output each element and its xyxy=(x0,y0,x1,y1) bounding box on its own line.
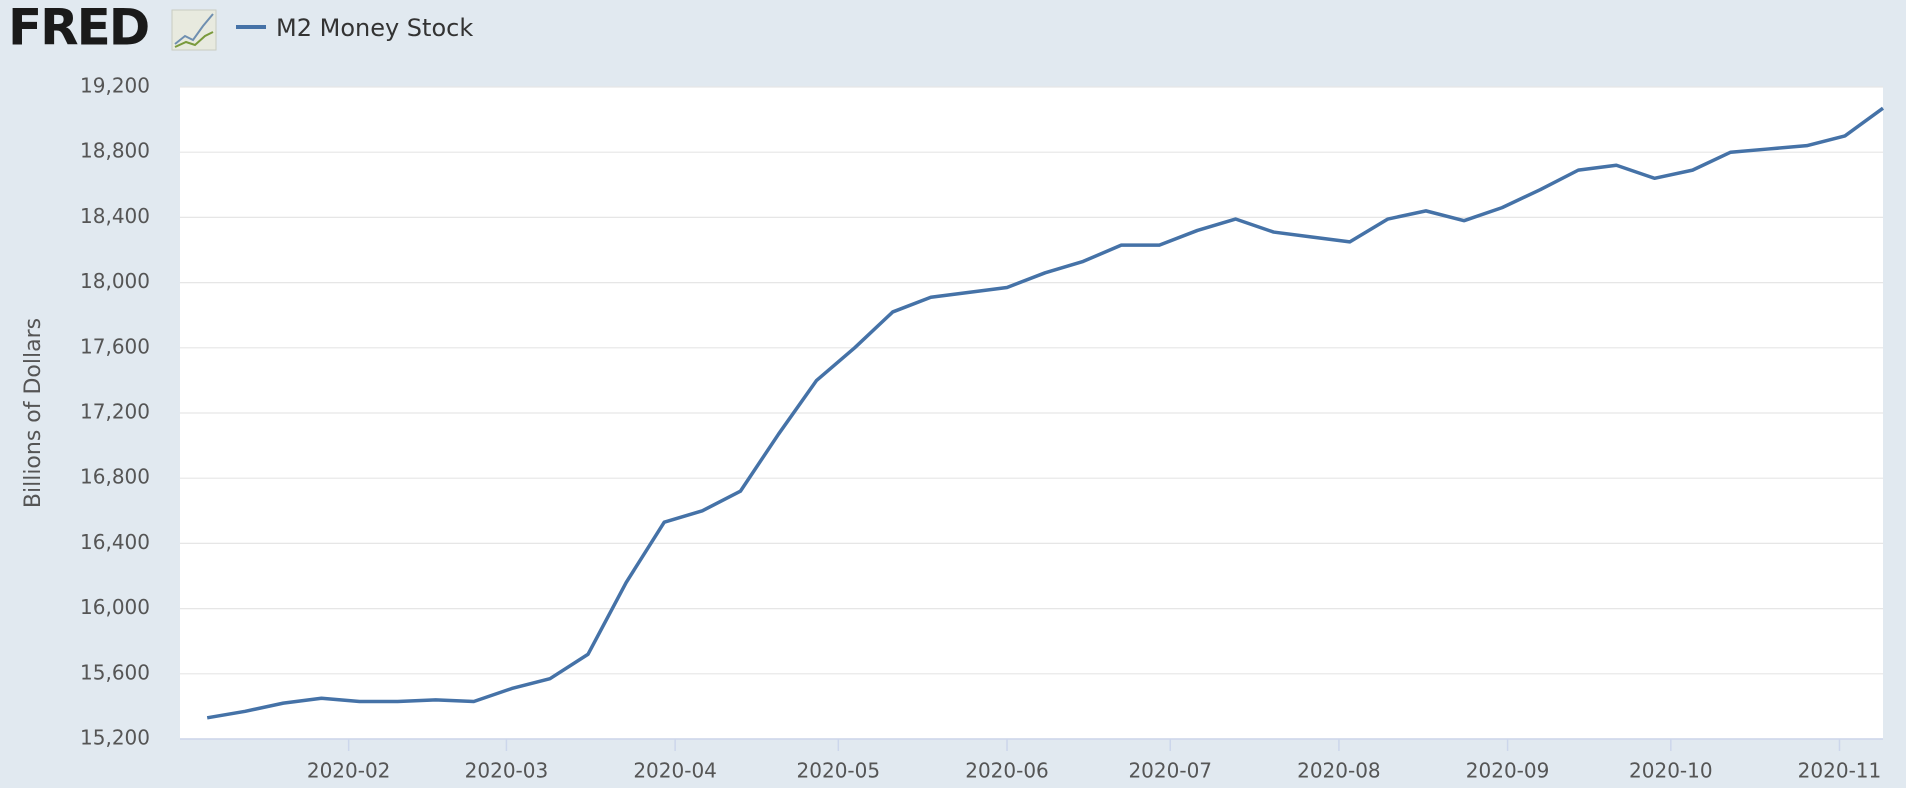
x-tick-label: 2020-08 xyxy=(1297,759,1381,783)
x-tick-label: 2020-05 xyxy=(797,759,881,783)
x-tick-label: 2020-09 xyxy=(1466,759,1550,783)
x-tick-label: 2020-10 xyxy=(1629,759,1713,783)
legend-label: M2 Money Stock xyxy=(276,14,473,42)
x-tick-label: 2020-03 xyxy=(465,759,549,783)
y-tick-label: 18,800 xyxy=(80,139,150,163)
y-tick-label: 16,000 xyxy=(80,595,150,619)
y-tick-label: 15,600 xyxy=(80,660,150,684)
series-line xyxy=(206,106,1885,720)
y-tick-label: 16,400 xyxy=(80,530,150,554)
y-axis-label: Billions of Dollars xyxy=(21,318,46,508)
y-tick-label: 17,200 xyxy=(80,400,150,424)
x-tick-label: 2020-02 xyxy=(307,759,391,783)
x-tick-label: 2020-06 xyxy=(965,759,1049,783)
x-tick-label: 2020-07 xyxy=(1128,759,1212,783)
y-tick-label: 15,200 xyxy=(80,726,150,750)
x-tick-label: 2020-04 xyxy=(633,759,717,783)
x-tick-label: 2020-11 xyxy=(1798,759,1882,783)
logo[interactable]: FRED xyxy=(8,0,150,57)
y-tick-label: 19,200 xyxy=(80,74,150,98)
y-tick-label: 18,000 xyxy=(80,269,150,293)
y-tick-label: 16,800 xyxy=(80,465,150,489)
y-tick-label: 18,400 xyxy=(80,204,150,228)
y-tick-label: 17,600 xyxy=(80,334,150,358)
logo-icon xyxy=(171,9,217,51)
